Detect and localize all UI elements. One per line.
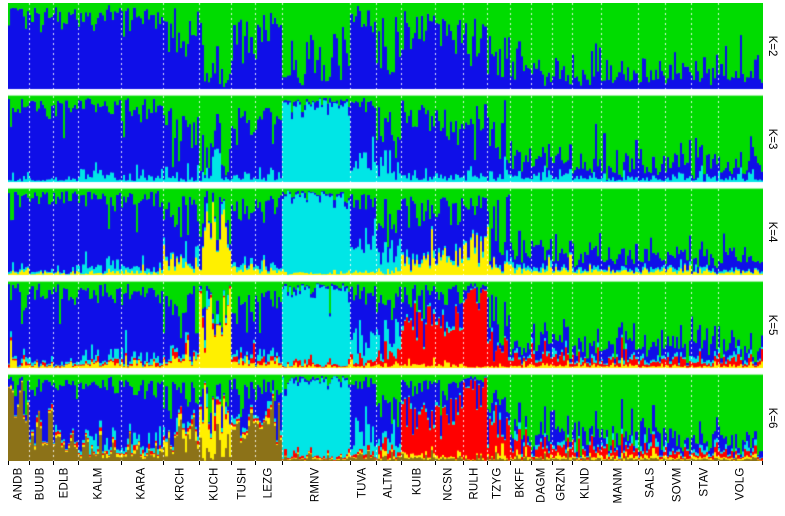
population-label: STAV (698, 467, 710, 497)
population-label: KUIB (411, 467, 424, 496)
axis-tick (435, 461, 436, 465)
k-value-label: K=4 (766, 221, 778, 243)
k-value-label: K=5 (766, 314, 778, 336)
population-label: GRZN (555, 467, 568, 501)
axis-tick (638, 461, 639, 465)
k-value-label: K=2 (766, 35, 778, 57)
axis-tick (762, 461, 763, 465)
axis-tick (350, 461, 351, 465)
axis-tick (255, 461, 256, 465)
population-label: TZYG (491, 467, 504, 499)
population-label: KLND (579, 467, 592, 499)
population-label: EDLB (58, 467, 71, 499)
admixture-canvas (8, 3, 763, 461)
population-label: BUUB (34, 467, 47, 501)
axis-tick (531, 461, 532, 465)
population-label: MANM (612, 467, 625, 504)
population-label: SALS (644, 467, 657, 498)
axis-tick (463, 461, 464, 465)
axis-tick (53, 461, 54, 465)
population-label: ANDB (12, 467, 25, 501)
axis-tick (29, 461, 30, 465)
axis-tick (691, 461, 692, 465)
axis-tick (572, 461, 573, 465)
axis-tick (121, 461, 122, 465)
population-label: NCSN (442, 467, 455, 501)
population-label: TUVA (356, 467, 369, 499)
population-label: RMNV (309, 467, 322, 503)
population-label: KARA (135, 467, 148, 500)
axis-tick (665, 461, 666, 465)
axis-tick (8, 461, 9, 465)
population-label: SOVM (671, 467, 684, 503)
population-label: LEZG (262, 467, 275, 499)
axis-tick (282, 461, 283, 465)
axis-tick (487, 461, 488, 465)
axis-tick (401, 461, 402, 465)
population-label: BKFF (514, 467, 527, 498)
population-label: DAGM (535, 467, 548, 503)
k-value-label: K=6 (766, 407, 778, 429)
population-label: ALTM (382, 467, 395, 499)
population-label: TUSH (236, 467, 249, 500)
axis-tick (376, 461, 377, 465)
population-label: RULH (468, 467, 481, 500)
population-label: KUCH (208, 467, 221, 501)
population-label: KRCH (174, 467, 187, 501)
axis-tick (163, 461, 164, 465)
axis-tick (78, 461, 79, 465)
k-value-label: K=3 (766, 128, 778, 150)
axis-tick (718, 461, 719, 465)
axis-tick (231, 461, 232, 465)
axis-tick (601, 461, 602, 465)
axis-tick (552, 461, 553, 465)
population-label: VOLG (734, 467, 747, 501)
axis-tick (510, 461, 511, 465)
axis-tick (199, 461, 200, 465)
population-label: KALM (92, 467, 105, 500)
